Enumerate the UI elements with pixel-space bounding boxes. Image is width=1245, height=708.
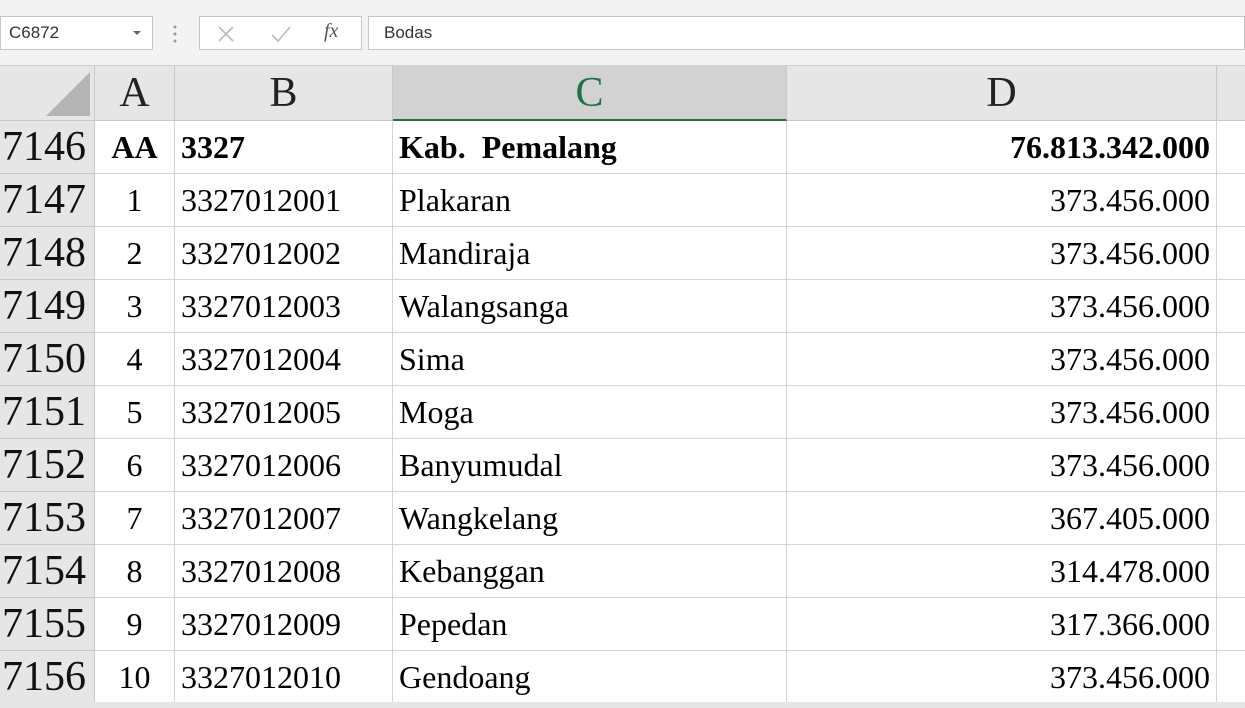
cell[interactable]: 8	[95, 545, 175, 598]
cell[interactable]	[1217, 280, 1245, 333]
bottom-bar	[0, 702, 1245, 708]
name-box-dropdown[interactable]	[130, 28, 144, 38]
cell[interactable]: 3327	[175, 121, 393, 174]
cell[interactable]	[1217, 439, 1245, 492]
cell[interactable]: 373.456.000	[787, 333, 1217, 386]
cell[interactable]	[1217, 386, 1245, 439]
cell[interactable]: 5	[95, 386, 175, 439]
column-header[interactable]: D	[787, 66, 1217, 121]
row-header[interactable]: 7153	[0, 492, 95, 545]
cell[interactable]: Sima	[393, 333, 787, 386]
cell[interactable]: Plakaran	[393, 174, 787, 227]
cell[interactable]: 3327012006	[175, 439, 393, 492]
cell[interactable]: 7	[95, 492, 175, 545]
row-header[interactable]: 7155	[0, 598, 95, 651]
row-header[interactable]: 7156	[0, 651, 95, 704]
column-header	[1217, 66, 1245, 121]
enter-button[interactable]	[270, 24, 292, 44]
row-header[interactable]: 7151	[0, 386, 95, 439]
column-header[interactable]: B	[175, 66, 393, 121]
select-all-icon	[46, 72, 90, 116]
cell[interactable]: Mandiraja	[393, 227, 787, 280]
cell[interactable]: Kab. Pemalang	[393, 121, 787, 174]
cell[interactable]	[1217, 598, 1245, 651]
row-header[interactable]: 7150	[0, 333, 95, 386]
cell[interactable]: Wangkelang	[393, 492, 787, 545]
column-header[interactable]: C	[393, 66, 787, 121]
cell[interactable]: 3327012004	[175, 333, 393, 386]
cell[interactable]: 373.456.000	[787, 439, 1217, 492]
cell[interactable]: Banyumudal	[393, 439, 787, 492]
cell[interactable]	[1217, 333, 1245, 386]
cell[interactable]: 10	[95, 651, 175, 704]
cell[interactable]: Moga	[393, 386, 787, 439]
cell[interactable]: Kebanggan	[393, 545, 787, 598]
cell[interactable]: 1	[95, 174, 175, 227]
cell[interactable]	[1217, 492, 1245, 545]
cell[interactable]	[1217, 651, 1245, 704]
cell[interactable]: 3327012005	[175, 386, 393, 439]
toolbar-separator	[173, 25, 177, 43]
cancel-button[interactable]	[216, 24, 236, 44]
cell[interactable]: 367.405.000	[787, 492, 1217, 545]
cell[interactable]: 3327012010	[175, 651, 393, 704]
cell[interactable]	[1217, 227, 1245, 280]
cell[interactable]: 9	[95, 598, 175, 651]
cell[interactable]: 373.456.000	[787, 280, 1217, 333]
cell[interactable]: 373.456.000	[787, 174, 1217, 227]
cell[interactable]: 3327012002	[175, 227, 393, 280]
cell[interactable]: 3327012009	[175, 598, 393, 651]
row-header[interactable]: 7152	[0, 439, 95, 492]
cell[interactable]: 3327012008	[175, 545, 393, 598]
cell[interactable]: Gendoang	[393, 651, 787, 704]
cell[interactable]: Walangsanga	[393, 280, 787, 333]
cell[interactable]: 3327012007	[175, 492, 393, 545]
cell[interactable]: 3	[95, 280, 175, 333]
cell[interactable]: Pepedan	[393, 598, 787, 651]
cell[interactable]: 373.456.000	[787, 386, 1217, 439]
column-header[interactable]: A	[95, 66, 175, 121]
cell[interactable]	[1217, 174, 1245, 227]
insert-function-button[interactable]: fx	[324, 20, 339, 42]
cell[interactable]: 314.478.000	[787, 545, 1217, 598]
cell[interactable]	[1217, 545, 1245, 598]
row-header[interactable]: 7154	[0, 545, 95, 598]
row-header[interactable]: 7147	[0, 174, 95, 227]
cell[interactable]: 2	[95, 227, 175, 280]
cell[interactable]: 3327012001	[175, 174, 393, 227]
cell[interactable]: AA	[95, 121, 175, 174]
row-header[interactable]: 7149	[0, 280, 95, 333]
row-header[interactable]: 7146	[0, 121, 95, 174]
row-header[interactable]: 7148	[0, 227, 95, 280]
name-box[interactable]: C6872	[0, 16, 153, 50]
cell[interactable]: 373.456.000	[787, 651, 1217, 704]
cell[interactable]: 4	[95, 333, 175, 386]
cell[interactable]: 76.813.342.000	[787, 121, 1217, 174]
cell[interactable]: 317.366.000	[787, 598, 1217, 651]
formula-bar[interactable]: Bodas	[368, 16, 1245, 50]
cell[interactable]	[1217, 121, 1245, 174]
cell[interactable]: 3327012003	[175, 280, 393, 333]
cell[interactable]: 373.456.000	[787, 227, 1217, 280]
cell[interactable]: 6	[95, 439, 175, 492]
